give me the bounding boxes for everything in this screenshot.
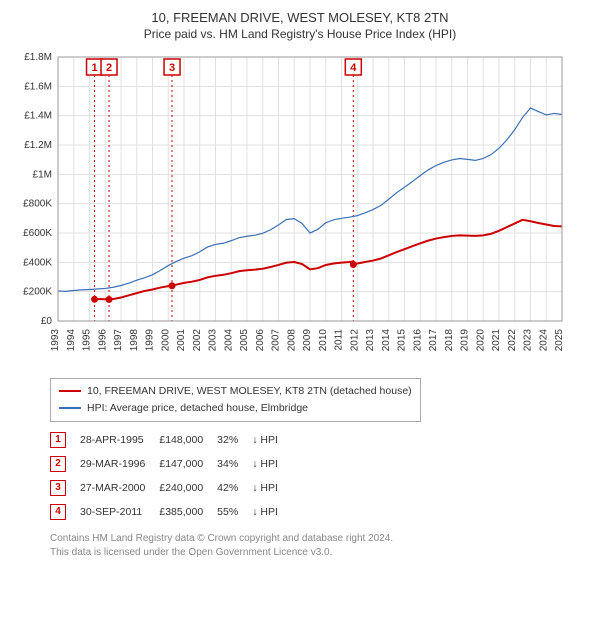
svg-text:2016: 2016 [412, 329, 423, 352]
legend-label-property: 10, FREEMAN DRIVE, WEST MOLESEY, KT8 2TN… [87, 383, 412, 400]
svg-text:2000: 2000 [160, 329, 171, 352]
svg-text:1996: 1996 [97, 329, 108, 352]
svg-text:1995: 1995 [82, 329, 93, 352]
svg-text:2013: 2013 [365, 329, 376, 352]
event-pct: 34% [217, 452, 252, 476]
svg-text:2007: 2007 [271, 329, 282, 352]
svg-text:2012: 2012 [349, 329, 360, 352]
svg-text:2023: 2023 [523, 329, 534, 352]
event-row: 2 29-MAR-1996 £147,000 34% ↓ HPI [50, 452, 292, 476]
event-date: 29-MAR-1996 [80, 452, 159, 476]
svg-text:2019: 2019 [460, 329, 471, 352]
svg-text:1: 1 [91, 62, 97, 74]
svg-text:1999: 1999 [145, 329, 156, 352]
event-pct: 32% [217, 428, 252, 452]
svg-text:2002: 2002 [192, 329, 203, 352]
svg-text:2025: 2025 [554, 329, 565, 352]
price-chart: £0 £200K £400K £600K £800K £1M £1.2M £1.4M £1.6M… [10, 49, 570, 369]
legend-swatch-hpi [59, 407, 81, 409]
svg-text:2009: 2009 [302, 329, 313, 352]
svg-text:£1.2M: £1.2M [24, 140, 52, 151]
legend-label-hpi: HPI: Average price, detached house, Elmb… [87, 400, 308, 417]
footer-attribution: Contains HM Land Registry data © Crown c… [50, 532, 590, 560]
event-price: £240,000 [159, 476, 217, 500]
svg-text:2: 2 [106, 62, 112, 74]
event-date: 27-MAR-2000 [80, 476, 159, 500]
footer-line-1: Contains HM Land Registry data © Crown c… [50, 532, 590, 546]
event-row: 1 28-APR-1995 £148,000 32% ↓ HPI [50, 428, 292, 452]
svg-text:£800K: £800K [23, 199, 52, 210]
event-price: £385,000 [159, 500, 217, 524]
svg-text:2018: 2018 [444, 329, 455, 352]
svg-text:2010: 2010 [318, 329, 329, 352]
event-price: £148,000 [159, 428, 217, 452]
svg-text:£600K: £600K [23, 228, 52, 239]
legend-row-property: 10, FREEMAN DRIVE, WEST MOLESEY, KT8 2TN… [59, 383, 412, 400]
svg-text:1994: 1994 [66, 329, 77, 352]
event-price: £147,000 [159, 452, 217, 476]
svg-text:£1.8M: £1.8M [24, 52, 52, 63]
svg-text:2014: 2014 [381, 329, 392, 352]
svg-text:2024: 2024 [538, 329, 549, 352]
svg-text:2008: 2008 [286, 329, 297, 352]
svg-text:2017: 2017 [428, 329, 439, 352]
event-marker: 3 [50, 480, 66, 496]
svg-text:£1.6M: £1.6M [24, 81, 52, 92]
event-rel: ↓ HPI [252, 428, 292, 452]
chart-title: 10, FREEMAN DRIVE, WEST MOLESEY, KT8 2TN [10, 10, 590, 25]
svg-text:1998: 1998 [129, 329, 140, 352]
legend: 10, FREEMAN DRIVE, WEST MOLESEY, KT8 2TN… [50, 378, 421, 422]
svg-text:2015: 2015 [397, 329, 408, 352]
events-table: 1 28-APR-1995 £148,000 32% ↓ HPI2 29-MAR… [50, 428, 292, 524]
svg-text:3: 3 [169, 62, 175, 74]
svg-text:£1M: £1M [33, 169, 52, 180]
svg-text:2022: 2022 [507, 329, 518, 352]
svg-text:2011: 2011 [334, 329, 345, 351]
event-pct: 42% [217, 476, 252, 500]
svg-text:1993: 1993 [50, 329, 61, 352]
event-date: 30-SEP-2011 [80, 500, 159, 524]
legend-swatch-property [59, 390, 81, 392]
event-pct: 55% [217, 500, 252, 524]
svg-text:£0: £0 [41, 316, 53, 327]
event-row: 4 30-SEP-2011 £385,000 55% ↓ HPI [50, 500, 292, 524]
event-marker: 2 [50, 456, 66, 472]
footer-line-2: This data is licensed under the Open Gov… [50, 546, 590, 560]
svg-text:£1.4M: £1.4M [24, 111, 52, 122]
svg-text:2020: 2020 [475, 329, 486, 352]
event-marker: 1 [50, 432, 66, 448]
svg-text:2003: 2003 [208, 329, 219, 352]
svg-text:2004: 2004 [223, 329, 234, 352]
event-rel: ↓ HPI [252, 452, 292, 476]
event-date: 28-APR-1995 [80, 428, 159, 452]
svg-text:1997: 1997 [113, 329, 124, 352]
event-row: 3 27-MAR-2000 £240,000 42% ↓ HPI [50, 476, 292, 500]
chart-subtitle: Price paid vs. HM Land Registry's House … [10, 27, 590, 41]
chart-area: £0 £200K £400K £600K £800K £1M £1.2M £1.4M £1.6M… [10, 49, 590, 372]
svg-text:£400K: £400K [23, 257, 52, 268]
svg-text:2021: 2021 [491, 329, 502, 352]
legend-row-hpi: HPI: Average price, detached house, Elmb… [59, 400, 412, 417]
event-marker: 4 [50, 504, 66, 520]
event-rel: ↓ HPI [252, 476, 292, 500]
svg-text:4: 4 [350, 62, 357, 74]
svg-text:2006: 2006 [255, 329, 266, 352]
svg-text:£200K: £200K [23, 287, 52, 298]
svg-text:2005: 2005 [239, 329, 250, 352]
event-rel: ↓ HPI [252, 500, 292, 524]
svg-text:2001: 2001 [176, 329, 187, 352]
